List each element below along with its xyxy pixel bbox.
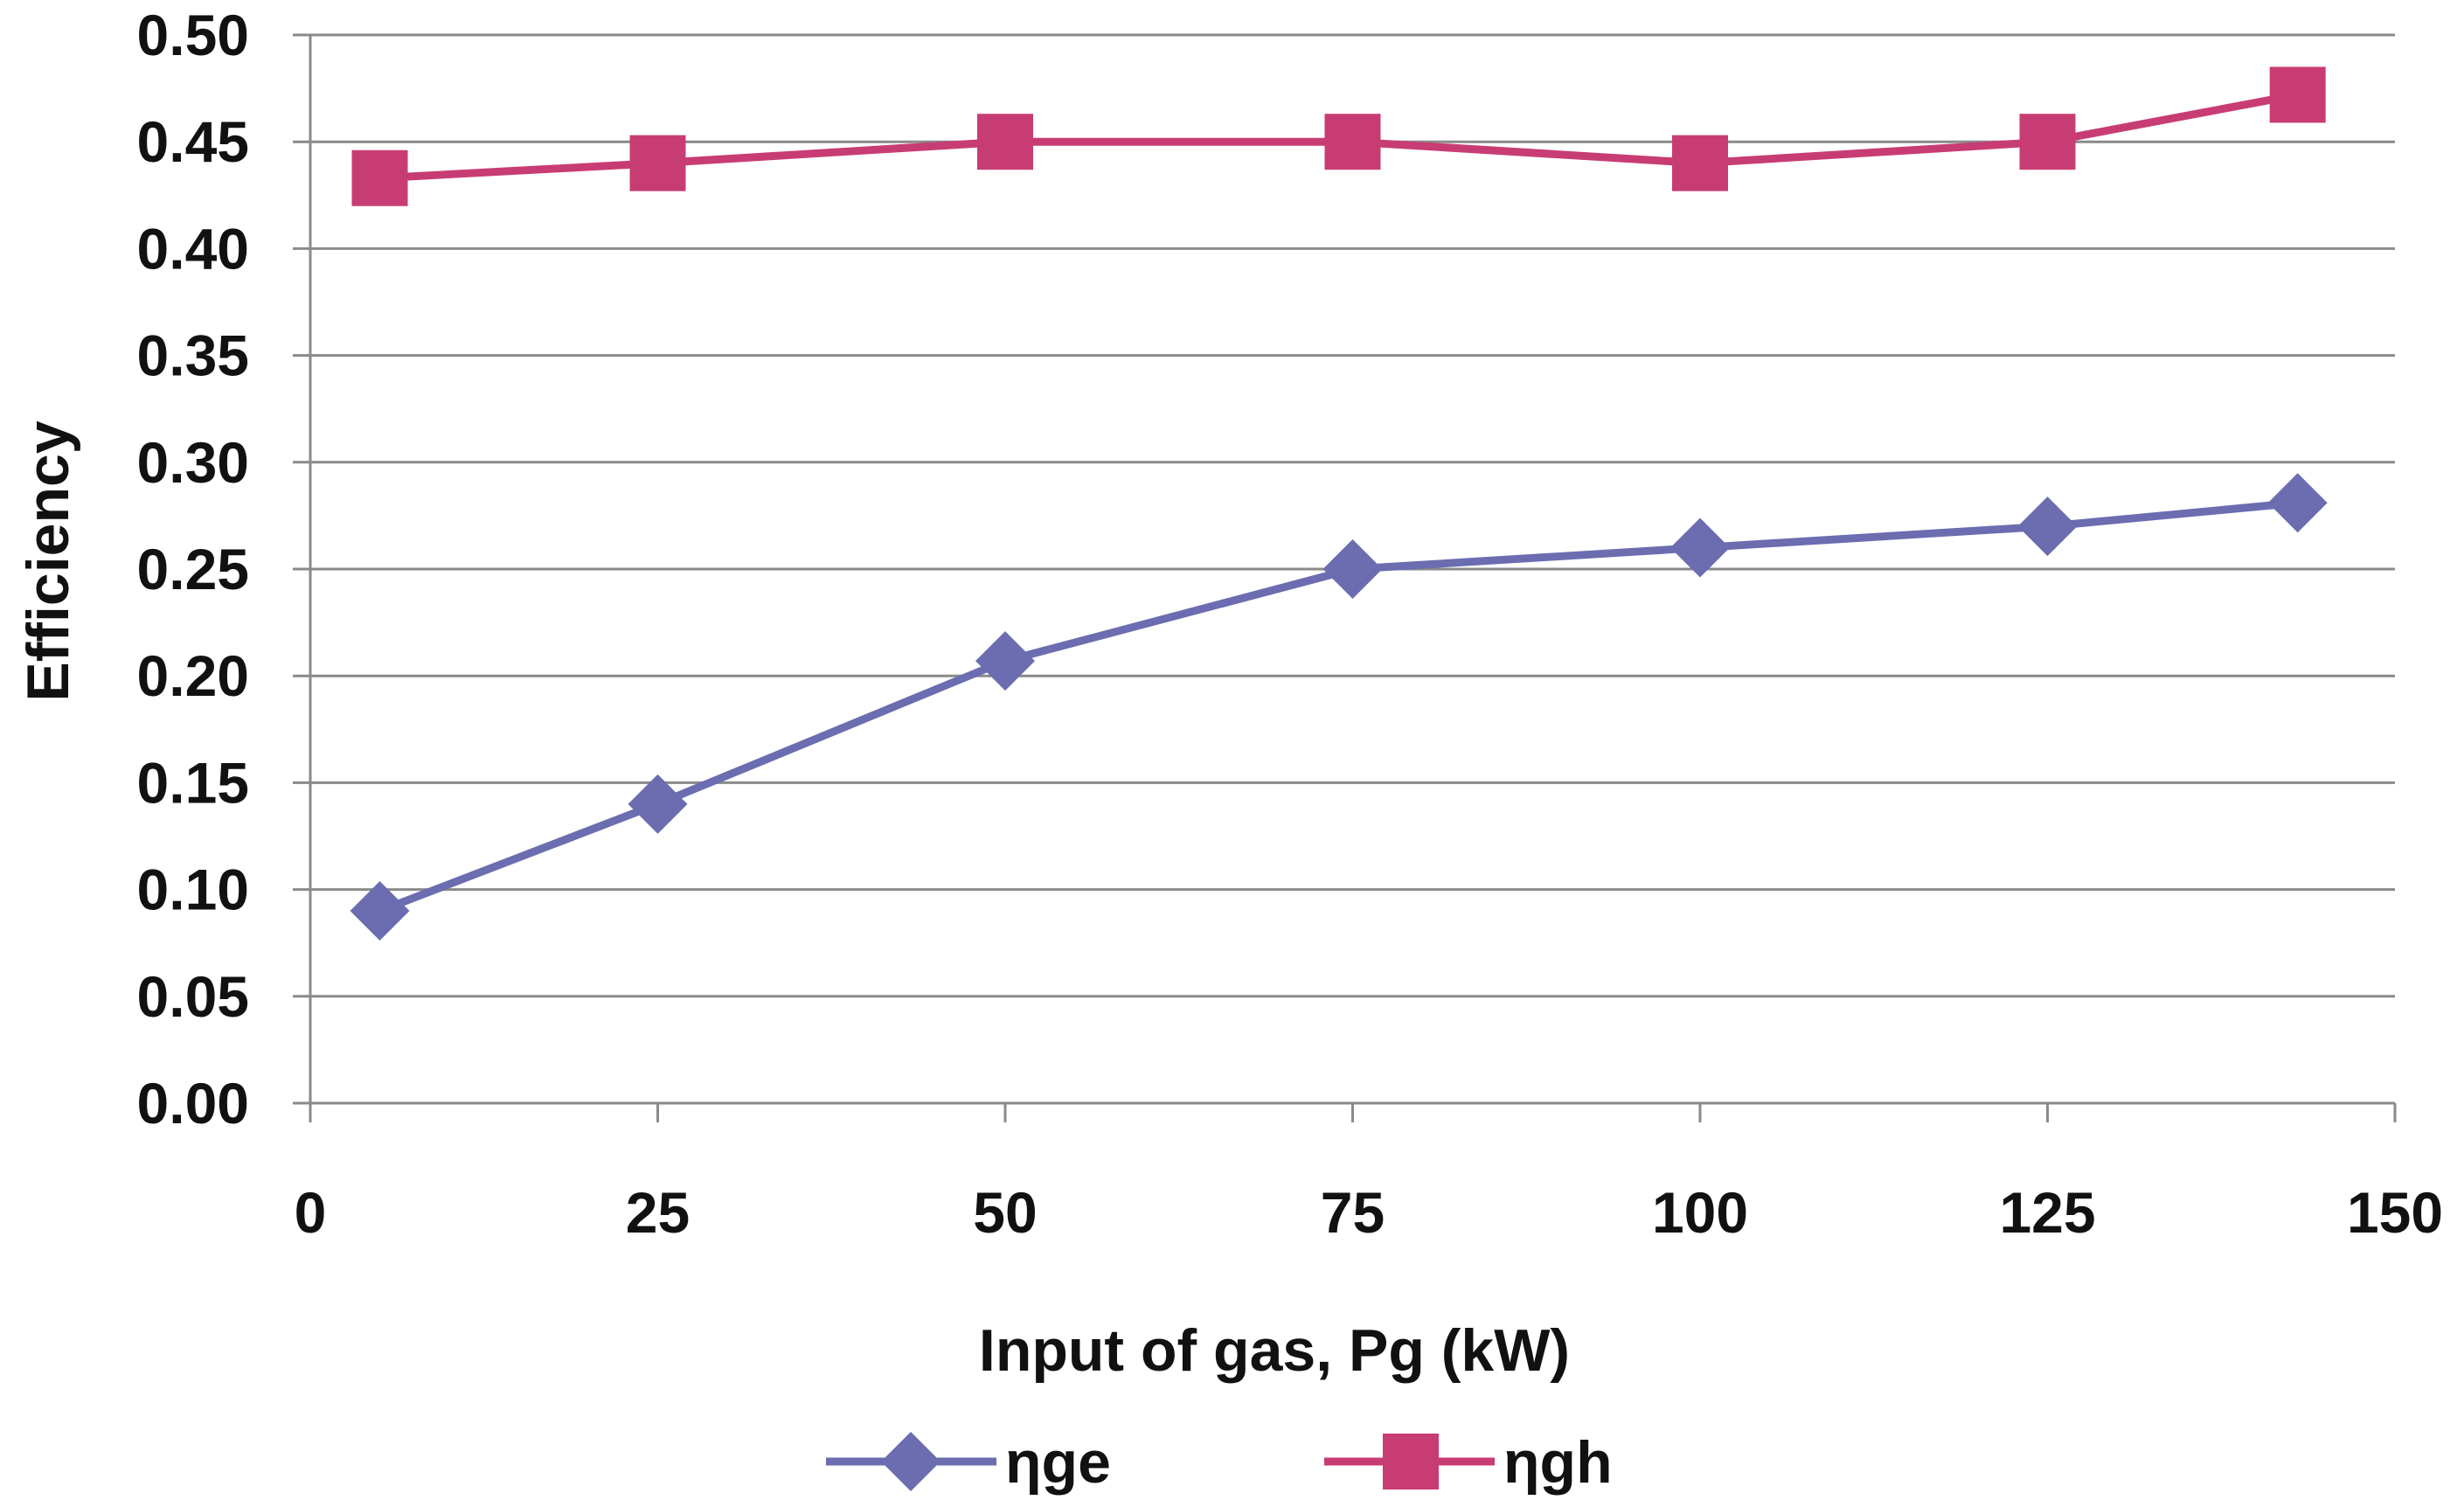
data-point-diamond bbox=[1670, 517, 1730, 578]
data-point-square bbox=[1324, 114, 1381, 170]
y-tick-label: 0.30 bbox=[137, 430, 249, 495]
x-tick-label: 75 bbox=[1321, 1180, 1385, 1245]
data-point-square bbox=[977, 114, 1033, 170]
y-tick-label: 0.10 bbox=[137, 858, 249, 922]
y-tick-label: 0.45 bbox=[137, 109, 249, 174]
x-tick-label: 25 bbox=[626, 1180, 690, 1245]
data-point-square bbox=[2019, 114, 2076, 170]
x-tick-label: 125 bbox=[1999, 1180, 2095, 1245]
y-axis-title: Efficiency bbox=[15, 420, 81, 701]
legend-item-series-2: ηgh bbox=[1324, 1429, 1613, 1496]
legend-marker-square bbox=[1383, 1434, 1439, 1490]
data-point-square bbox=[629, 135, 686, 191]
y-tick-label: 0.20 bbox=[137, 643, 249, 708]
data-point-diamond bbox=[2267, 473, 2328, 533]
data-point-diamond bbox=[2017, 497, 2078, 557]
y-tick-label: 0.00 bbox=[137, 1071, 249, 1135]
y-tick-label: 0.50 bbox=[137, 3, 249, 67]
y-tick-labels: 0.00 0.05 0.10 0.15 0.20 0.25 0.30 0.35 0.40 0.45… bbox=[137, 3, 249, 1135]
y-tick-label: 0.40 bbox=[137, 216, 249, 281]
x-tick-label: 150 bbox=[2347, 1180, 2443, 1245]
legend-item-series-1: ηge bbox=[826, 1429, 1111, 1496]
y-tick-label: 0.15 bbox=[137, 750, 249, 815]
x-tick-label: 0 bbox=[295, 1180, 327, 1245]
legend: ηge ηgh bbox=[826, 1429, 1613, 1496]
x-tick-label: 100 bbox=[1652, 1180, 1748, 1245]
x-tick-label: 50 bbox=[973, 1180, 1037, 1245]
data-point-diamond bbox=[1322, 539, 1383, 599]
y-tick-label: 0.25 bbox=[137, 537, 249, 601]
data-point-square bbox=[2269, 66, 2326, 123]
x-tick-labels: 0 25 50 75 100 125 150 bbox=[295, 1180, 2443, 1245]
grid-lines bbox=[310, 33, 2395, 998]
legend-label-series-1: ηge bbox=[1005, 1429, 1111, 1496]
data-point-square bbox=[351, 149, 408, 206]
legend-marker-diamond bbox=[881, 1432, 940, 1491]
data-point-diamond bbox=[628, 774, 688, 834]
y-tick-label: 0.05 bbox=[137, 964, 249, 1029]
data-point-diamond bbox=[350, 881, 410, 941]
y-tick-label: 0.35 bbox=[137, 323, 249, 388]
series-markers bbox=[350, 66, 2328, 941]
data-point-diamond bbox=[975, 631, 1035, 691]
legend-label-series-2: ηgh bbox=[1503, 1429, 1613, 1496]
x-axis-title: Input of gas, Pg (kW) bbox=[979, 1317, 1570, 1384]
data-point-square bbox=[1672, 135, 1728, 191]
axes bbox=[293, 33, 2397, 1122]
